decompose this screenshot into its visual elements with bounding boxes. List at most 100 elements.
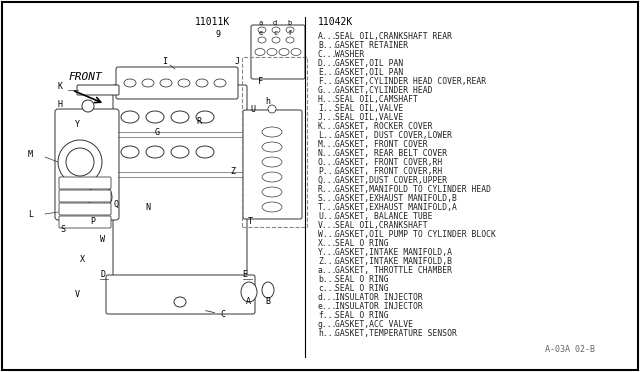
Ellipse shape [171,146,189,158]
Ellipse shape [88,185,112,209]
Text: SEAL O RING: SEAL O RING [335,275,388,284]
Ellipse shape [262,142,282,152]
Text: GASKET, THROTTLE CHAMBER: GASKET, THROTTLE CHAMBER [335,266,452,275]
Ellipse shape [66,148,94,176]
Ellipse shape [262,127,282,137]
Text: GASKET, FRONT COVER,RH: GASKET, FRONT COVER,RH [335,167,442,176]
Ellipse shape [262,172,282,182]
Ellipse shape [178,79,190,87]
Text: SEAL O RING: SEAL O RING [335,311,388,320]
Text: GASKET,TEMPERATURE SENSOR: GASKET,TEMPERATURE SENSOR [335,329,457,338]
Text: GASKET, FRONT COVER,RH: GASKET, FRONT COVER,RH [335,158,442,167]
Ellipse shape [241,282,257,302]
Ellipse shape [262,187,282,197]
Text: J...: J... [318,113,337,122]
Text: SEAL OIL,CRANKSHAFT: SEAL OIL,CRANKSHAFT [335,221,428,230]
Text: W: W [100,235,105,244]
Text: b...: b... [318,275,337,284]
Ellipse shape [124,79,136,87]
FancyBboxPatch shape [116,67,238,99]
Text: f: f [287,30,291,36]
Text: E...: E... [318,68,337,77]
Text: GASKET,CYLINDER HEAD COVER,REAR: GASKET,CYLINDER HEAD COVER,REAR [335,77,486,86]
Ellipse shape [268,105,276,113]
Text: a...: a... [318,266,337,275]
Text: d: d [273,20,277,26]
Text: R: R [196,117,201,126]
Text: b: b [287,20,291,26]
Text: SEAL OIL,CRANKSHAFT REAR: SEAL OIL,CRANKSHAFT REAR [335,32,452,41]
Text: GASKET,EXHAUST MANIFOLD,A: GASKET,EXHAUST MANIFOLD,A [335,203,457,212]
Text: P: P [90,217,95,226]
Ellipse shape [146,146,164,158]
Text: U: U [250,105,255,114]
Text: g...: g... [318,320,337,329]
Text: I: I [162,57,167,66]
Text: R...: R... [318,185,337,194]
Text: G...: G... [318,86,337,95]
Text: SEAL OIL,CAMSHAFT: SEAL OIL,CAMSHAFT [335,95,418,104]
Text: Z...: Z... [318,257,337,266]
Ellipse shape [286,37,294,43]
Text: P...: P... [318,167,337,176]
Text: SEAL OIL,VALVE: SEAL OIL,VALVE [335,104,403,113]
Text: Y...: Y... [318,248,337,257]
Ellipse shape [258,27,266,33]
Text: GASKET RETAINER: GASKET RETAINER [335,41,408,50]
Text: M: M [28,150,33,159]
Ellipse shape [196,111,214,123]
Text: SEAL O RING: SEAL O RING [335,239,388,248]
Text: GASKET,INTAKE MANIFOLD,B: GASKET,INTAKE MANIFOLD,B [335,257,452,266]
Text: GASKET,OIL PUMP TO CYLINDER BLOCK: GASKET,OIL PUMP TO CYLINDER BLOCK [335,230,496,239]
Text: a: a [259,20,263,26]
Text: K: K [57,82,62,91]
Text: D...: D... [318,59,337,68]
Text: GASKET,INTAKE MANIFOLD,A: GASKET,INTAKE MANIFOLD,A [335,248,452,257]
Ellipse shape [262,282,274,298]
Bar [242,57,307,227]
FancyBboxPatch shape [251,25,305,79]
Ellipse shape [291,48,301,55]
Text: c...: c... [318,284,337,293]
Text: O...: O... [318,158,337,167]
Ellipse shape [267,48,277,55]
Text: Z: Z [230,167,235,176]
Text: X: X [80,255,85,264]
Ellipse shape [262,202,282,212]
Text: Y: Y [75,120,80,129]
Text: S...: S... [318,194,337,203]
Ellipse shape [214,79,226,87]
Text: F...: F... [318,77,337,86]
Text: M...: M... [318,140,337,149]
Ellipse shape [262,157,282,167]
Text: GASKET,OIL PAN: GASKET,OIL PAN [335,59,403,68]
Text: e...: e... [318,302,337,311]
FancyBboxPatch shape [59,203,111,215]
Text: L: L [28,210,33,219]
Ellipse shape [286,27,294,33]
FancyBboxPatch shape [106,275,255,314]
FancyBboxPatch shape [55,109,119,220]
Text: J: J [235,57,240,66]
Text: SEAL O RING: SEAL O RING [335,284,388,293]
Text: 9: 9 [215,30,220,39]
Text: T: T [248,217,253,226]
Text: H: H [57,100,62,109]
Ellipse shape [121,111,139,123]
Text: K...: K... [318,122,337,131]
FancyBboxPatch shape [59,177,111,189]
Ellipse shape [255,48,265,55]
Text: h: h [265,97,270,106]
Text: B...: B... [318,41,337,50]
Text: S: S [60,225,65,234]
Text: Q...: Q... [318,176,337,185]
Ellipse shape [171,111,189,123]
Text: W...: W... [318,230,337,239]
Text: INSULATOR INJECTOR: INSULATOR INJECTOR [335,293,423,302]
Text: d...: d... [318,293,337,302]
Text: GASKET, BALANCE TUBE: GASKET, BALANCE TUBE [335,212,433,221]
Text: GASKET,CYLINDER HEAD: GASKET,CYLINDER HEAD [335,86,433,95]
Ellipse shape [174,297,186,307]
Text: f...: f... [318,311,337,320]
Text: E: E [242,270,247,279]
